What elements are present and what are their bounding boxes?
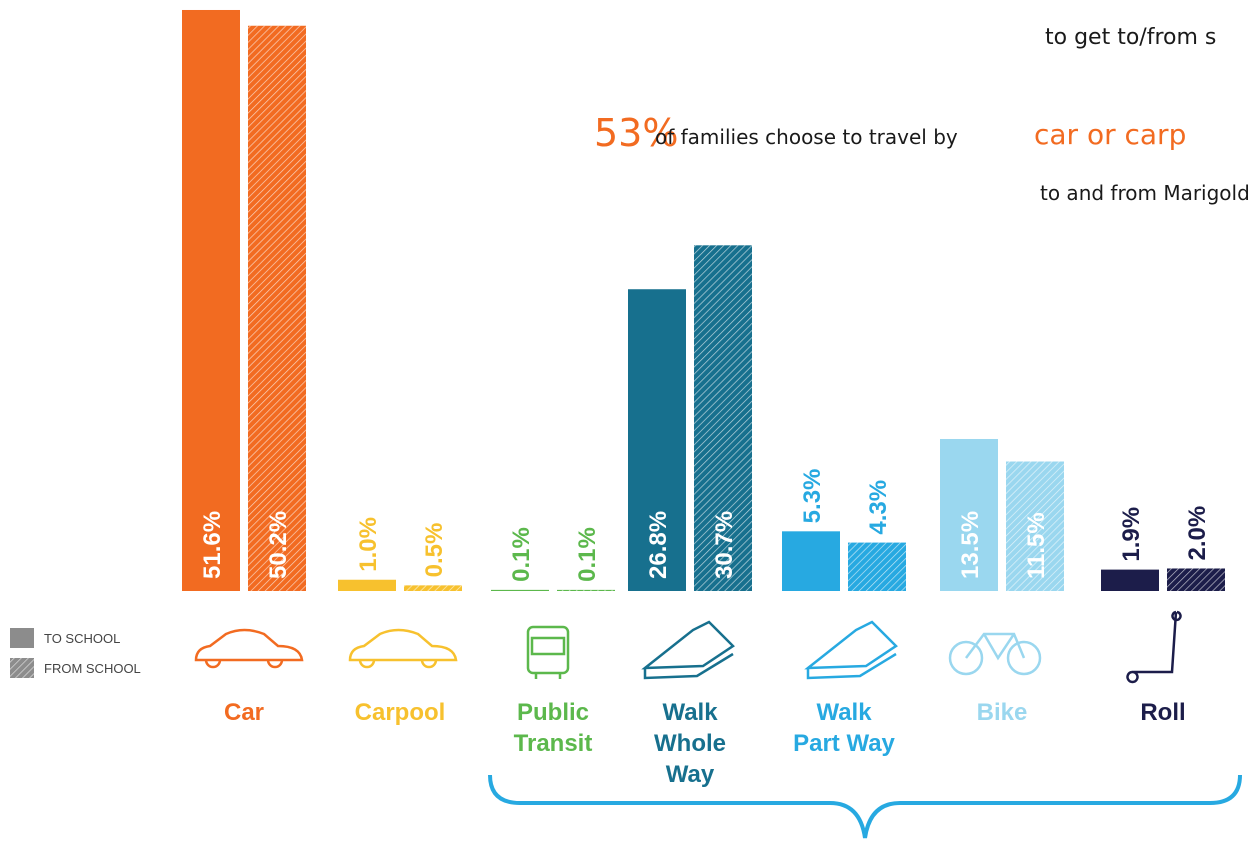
header-line: to get to/from s xyxy=(1045,25,1216,50)
header-pct: 53% xyxy=(594,111,678,155)
value-label: 11.5% xyxy=(1023,512,1050,579)
header-highlight: car or carp xyxy=(1034,118,1186,151)
category-label: Part Way xyxy=(793,730,895,757)
value-label: 1.9% xyxy=(1118,507,1145,562)
header-line: to and from Marigold Eleme xyxy=(1040,181,1248,205)
hatch xyxy=(848,542,906,591)
category-label: Transit xyxy=(514,730,593,757)
value-label: 5.3% xyxy=(799,469,826,524)
value-label: 2.0% xyxy=(1184,506,1211,561)
category-label: Bike xyxy=(977,699,1028,726)
value-label: 0.1% xyxy=(574,527,601,582)
hatch xyxy=(1167,568,1225,591)
hatch xyxy=(557,589,615,591)
hatch xyxy=(404,585,462,591)
bar xyxy=(182,9,240,591)
value-label: 51.6% xyxy=(199,511,226,579)
bar xyxy=(491,589,549,591)
bar xyxy=(782,531,840,591)
category-label: Carpool xyxy=(355,699,446,726)
value-label: 30.7% xyxy=(711,511,738,579)
value-label: 0.1% xyxy=(508,527,535,582)
hatch xyxy=(1006,461,1064,591)
legend-swatch xyxy=(10,628,34,648)
value-label: 4.3% xyxy=(865,480,892,535)
category-label: Whole xyxy=(654,730,726,757)
category-label: Roll xyxy=(1140,699,1185,726)
bar xyxy=(1101,569,1159,591)
value-label: 1.0% xyxy=(355,517,382,572)
category-label: Car xyxy=(224,699,264,726)
icons xyxy=(194,610,1182,684)
value-label: 0.5% xyxy=(421,523,448,578)
category-label: Way xyxy=(666,761,715,788)
value-label: 26.8% xyxy=(645,511,672,579)
header-text: of families choose to travel by xyxy=(655,125,958,149)
category-label: Walk xyxy=(816,699,872,726)
legend-label: FROM SCHOOL xyxy=(44,661,141,676)
value-label: 50.2% xyxy=(265,511,292,579)
bar xyxy=(628,289,686,591)
legend-hatch xyxy=(10,658,34,678)
bar xyxy=(940,438,998,591)
category-label: Walk xyxy=(662,699,718,726)
hatch xyxy=(248,25,306,592)
bracket xyxy=(488,774,1242,839)
bar xyxy=(338,579,396,591)
value-label: 13.5% xyxy=(957,511,984,579)
hatch xyxy=(694,245,752,591)
category-label: Public xyxy=(517,699,589,726)
legend-label: TO SCHOOL xyxy=(44,631,120,646)
